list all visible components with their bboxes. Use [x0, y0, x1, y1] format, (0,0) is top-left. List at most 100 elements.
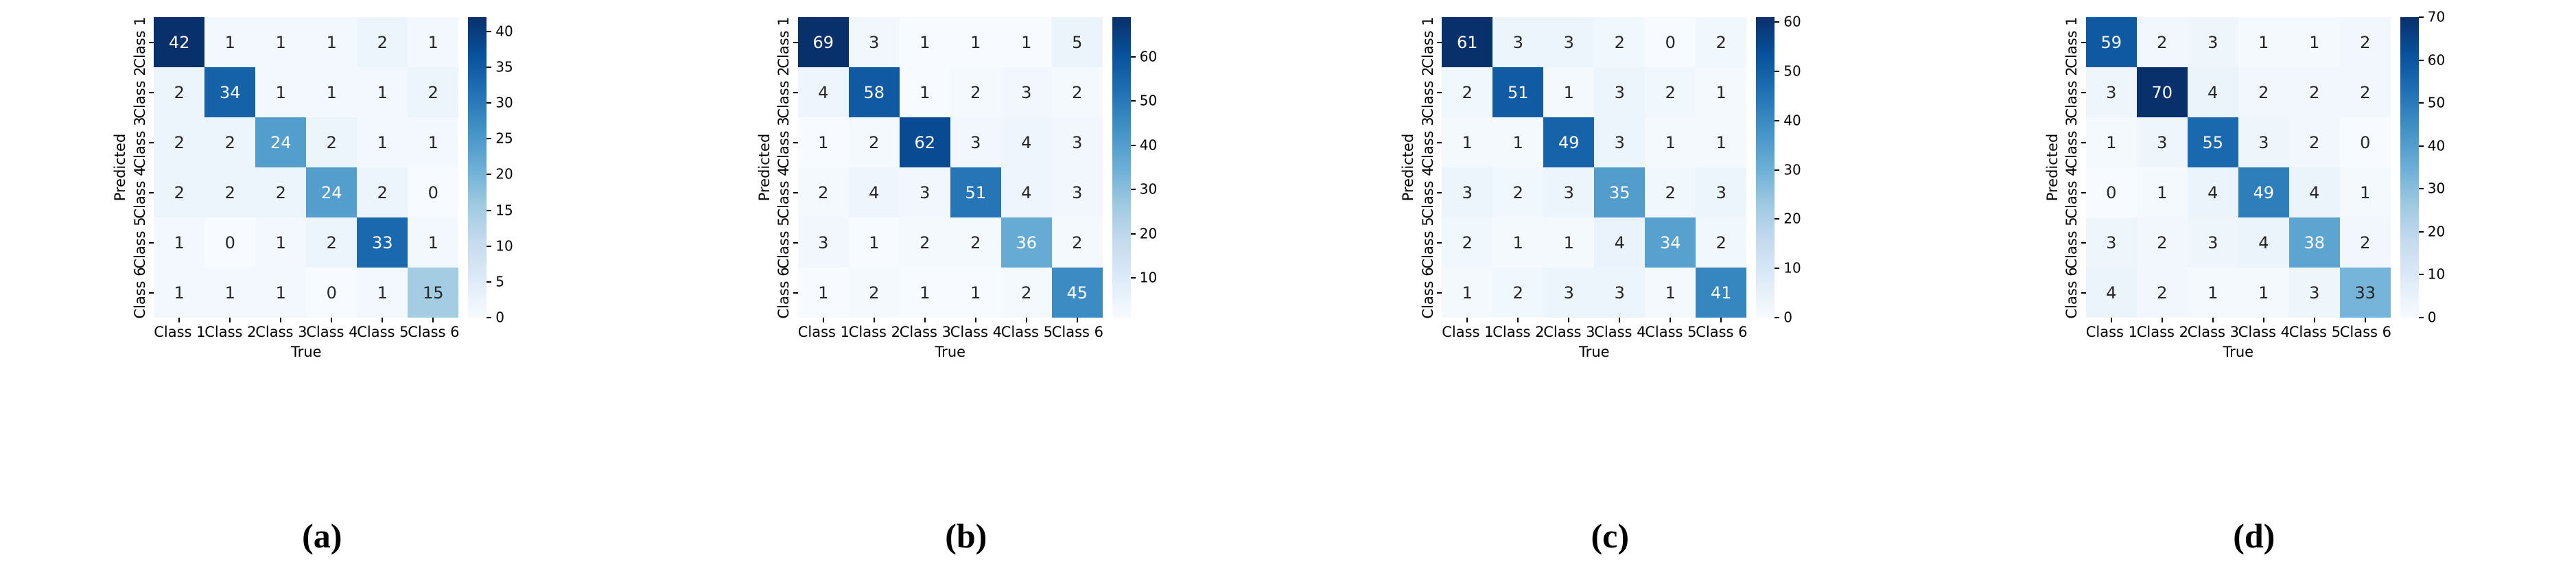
- x-tick-label: Class 4: [306, 318, 358, 342]
- colorbar-tick-label: 40: [1139, 137, 1158, 154]
- y-tick-label: Class 6: [1418, 267, 1442, 318]
- heatmap-cell: 3: [2085, 67, 2137, 117]
- colorbar-gradient: [1112, 17, 1131, 318]
- x-tick-label: Class 1: [154, 318, 206, 342]
- x-tick-label: Class 4: [950, 318, 1002, 342]
- heatmap-cell: 51: [1492, 67, 1544, 117]
- heatmap-cell: 3: [1543, 268, 1595, 318]
- heatmap-cell: 1: [154, 268, 205, 318]
- y-axis-ticks: Class 1 Class 2 Class 3 Class 4 Class 5 Class…: [2063, 16, 2086, 318]
- heatmap-cell: 38: [2288, 217, 2340, 268]
- x-axis-label: True: [290, 344, 322, 360]
- colorbar-gradient: [2400, 17, 2419, 318]
- x-tick-label: Class 2: [849, 318, 900, 342]
- heatmap-cell: 45: [1051, 268, 1103, 318]
- x-axis-ticks: Class 1 Class 2 Class 3 Class 4 Class 5 Class…: [1442, 318, 1748, 342]
- colorbar-tick-label: 30: [495, 94, 513, 111]
- heatmap-cell: 1: [848, 217, 900, 268]
- heatmap-cell: 33: [2339, 268, 2391, 318]
- heatmap-cell: 3: [2187, 17, 2238, 67]
- heatmap-cell: 3: [1000, 67, 1052, 117]
- heatmap-cell: 4: [1594, 217, 1646, 268]
- x-tick-label: Class 3: [1543, 318, 1595, 342]
- x-tick-label: Class 1: [2086, 318, 2138, 342]
- panel-caption-c: (c): [1591, 517, 1630, 555]
- y-tick-label: Class 6: [130, 267, 154, 318]
- x-tick-label: Class 2: [2137, 318, 2188, 342]
- heatmap-cell: 15: [408, 268, 459, 318]
- panel-caption-d: (d): [2233, 517, 2275, 555]
- heatmap-cell: 4: [2238, 217, 2289, 268]
- heatmap-cell: 1: [204, 17, 256, 67]
- heatmap-cell: 3: [1543, 167, 1595, 217]
- x-axis-ticks: Class 1 Class 2 Class 3 Class 4 Class 5 Class…: [798, 318, 1103, 342]
- y-tick-label: Class 3: [1418, 117, 1442, 168]
- heatmap-cell: 3: [1442, 167, 1493, 217]
- heatmap-cell: 1: [1442, 117, 1493, 167]
- heatmap-cell: 2: [1645, 167, 1696, 217]
- heatmap-cell: 3: [1594, 268, 1646, 318]
- x-axis-label: True: [1578, 344, 1610, 360]
- heatmap-cell: 2: [2339, 217, 2391, 268]
- heatmap-cell: 1: [899, 17, 950, 67]
- heatmap-cell: 51: [950, 167, 1001, 217]
- x-tick-label: Class 6: [408, 318, 460, 342]
- x-axis-label: True: [2223, 344, 2254, 360]
- colorbar-tick-label: 10: [495, 237, 513, 255]
- heatmap-cell: 62: [899, 117, 950, 167]
- colorbar-tick-label: 60: [1139, 48, 1158, 65]
- y-tick-label: Class 4: [2063, 167, 2086, 218]
- heatmap-cell: 1: [357, 67, 408, 117]
- colorbar-tick-label: 30: [1139, 180, 1158, 198]
- heatmap-cell: 35: [1594, 167, 1646, 217]
- heatmap-cell: 59: [2085, 17, 2137, 67]
- heatmap-cell: 1: [950, 17, 1001, 67]
- heatmap-grid: 61 3 3 2 0 2 2 51 1 3 2 1 1 1 49 3 1 1 3 2 3 35 2 3 2 1 1 4 34 2 1 2 3 3 1…: [1442, 17, 1747, 318]
- y-tick-label: Class 1: [1418, 16, 1442, 68]
- y-tick-label: Class 4: [130, 167, 154, 218]
- heatmap-cell: 49: [1543, 117, 1595, 167]
- x-tick-label: Class 4: [2238, 318, 2290, 342]
- heatmap-cell: 0: [2085, 167, 2137, 217]
- colorbar-tick-label: 50: [1139, 92, 1158, 109]
- y-tick-label: Class 1: [130, 16, 154, 68]
- heatmap-cell: 0: [1645, 17, 1696, 67]
- heatmap-cell: 2: [1696, 217, 1747, 268]
- colorbar-tick-label: 15: [495, 202, 513, 219]
- heatmap-cell: 69: [797, 17, 849, 67]
- y-tick-label: Class 1: [775, 16, 798, 68]
- heatmap-cell: 3: [1051, 167, 1103, 217]
- heatmap-cell: 1: [1645, 268, 1696, 318]
- heatmap-cell: 2: [154, 167, 205, 217]
- heatmap-cell: 2: [2136, 17, 2188, 67]
- confusion-matrix-panel-d: Predicted Class 1 Class 2 Class 3 Class 4 Cla…: [1932, 0, 2576, 579]
- heatmap-cell: 2: [1051, 67, 1103, 117]
- heatmap-cell: 2: [204, 117, 256, 167]
- colorbar-tick-label: 0: [2427, 309, 2437, 326]
- heatmap-cell: 2: [154, 117, 205, 167]
- y-axis-label: Predicted: [1400, 133, 1417, 202]
- heatmap-plot: Predicted Class 1 Class 2 Class 3 Class 4 Cla…: [110, 16, 534, 363]
- heatmap-cell: 2: [950, 217, 1001, 268]
- heatmap-cell: 2: [357, 17, 408, 67]
- heatmap-cell: 34: [1645, 217, 1696, 268]
- heatmap-cell: 2: [306, 217, 358, 268]
- heatmap-cell: 2: [306, 117, 358, 167]
- heatmap-cell: 2: [1492, 167, 1544, 217]
- heatmap-cell: 2: [1645, 67, 1696, 117]
- heatmap-cell: 2: [154, 67, 205, 117]
- heatmap-cell: 0: [408, 167, 459, 217]
- heatmap-cell: 1: [1696, 67, 1747, 117]
- heatmap-cell: 2: [2136, 268, 2188, 318]
- heatmap-cell: 2: [1492, 268, 1544, 318]
- heatmap-cell: 3: [1696, 167, 1747, 217]
- heatmap-cell: 1: [2136, 167, 2188, 217]
- y-axis-label: Predicted: [112, 133, 129, 202]
- heatmap-cell: 1: [204, 268, 256, 318]
- heatmap-plot-c: Predicted Class 1 Class 2 Class 3 Class 4 Cla…: [1288, 14, 1932, 363]
- heatmap-cell: 4: [2085, 268, 2137, 318]
- x-tick-label: Class 6: [2340, 318, 2391, 342]
- y-axis-ticks: Class 1 Class 2 Class 3 Class 4 Class 5 Class…: [130, 16, 154, 318]
- y-tick-label: Class 2: [1418, 67, 1442, 118]
